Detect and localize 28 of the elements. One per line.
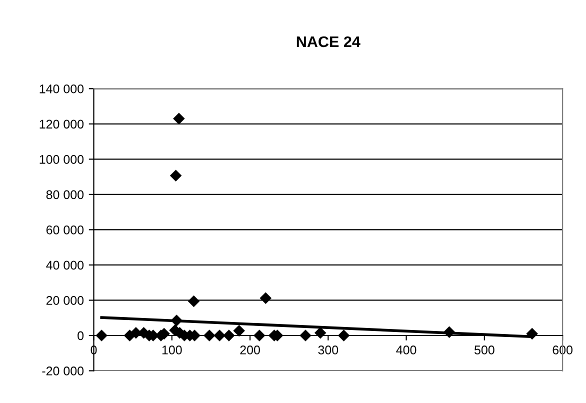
x-tick-label: 200 bbox=[240, 346, 260, 354]
point bbox=[223, 330, 235, 342]
point bbox=[188, 295, 200, 308]
x-tick-label: 500 bbox=[474, 346, 494, 354]
x-tick-label: 100 bbox=[162, 346, 182, 354]
chart-title: NACE 24 bbox=[296, 36, 360, 48]
y-tick-label: 100 000 bbox=[40, 154, 84, 164]
x-tick-label: 300 bbox=[318, 346, 338, 354]
x-tick-label: 400 bbox=[396, 346, 416, 354]
point bbox=[338, 330, 350, 342]
x-tick-label: 600 bbox=[552, 346, 572, 354]
y-tick-label: 0 bbox=[78, 331, 84, 340]
y-tick-label: 40 000 bbox=[46, 260, 84, 270]
point bbox=[254, 330, 266, 342]
y-tick-label: 120 000 bbox=[40, 120, 84, 129]
point bbox=[170, 170, 182, 182]
y-tick-label: 140 000 bbox=[40, 84, 84, 94]
point bbox=[300, 330, 312, 342]
point bbox=[96, 330, 108, 342]
y-tick-label: -20 000 bbox=[42, 366, 84, 376]
y-tick-label: 20 000 bbox=[46, 296, 84, 305]
point bbox=[204, 330, 216, 342]
y-tick-label: 80 000 bbox=[46, 190, 84, 200]
point bbox=[173, 112, 185, 125]
y-tick-label: 60 000 bbox=[46, 226, 84, 234]
point bbox=[214, 330, 226, 342]
point bbox=[260, 292, 272, 304]
point bbox=[233, 324, 245, 337]
